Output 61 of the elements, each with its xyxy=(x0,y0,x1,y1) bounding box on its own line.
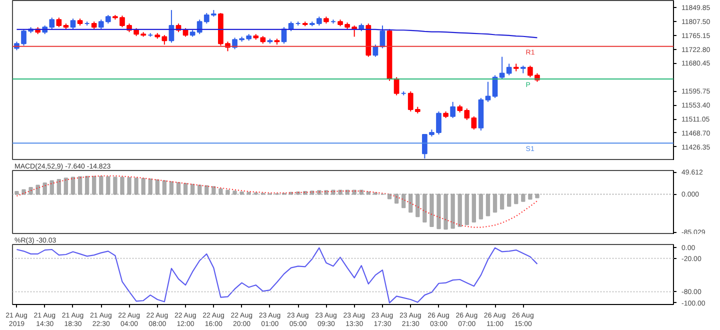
candlestick xyxy=(120,15,125,28)
bar xyxy=(218,188,223,195)
bar xyxy=(113,176,118,195)
candlestick xyxy=(56,17,62,28)
bar xyxy=(535,194,540,198)
bar xyxy=(42,182,47,195)
bar xyxy=(436,194,441,230)
bar xyxy=(141,178,146,195)
bar xyxy=(472,194,476,222)
bar xyxy=(528,194,532,200)
bar xyxy=(478,194,484,220)
bar xyxy=(14,191,19,195)
bar xyxy=(99,176,104,195)
bar xyxy=(394,194,399,204)
candlestick xyxy=(485,81,491,102)
bar xyxy=(50,180,54,195)
bar xyxy=(212,186,216,195)
bar xyxy=(492,194,498,213)
bar xyxy=(64,178,68,195)
candlestick xyxy=(506,63,512,76)
bar xyxy=(148,178,152,195)
candlestick xyxy=(436,110,442,135)
bar xyxy=(162,180,167,195)
bar xyxy=(444,194,448,230)
candlestick xyxy=(492,74,498,98)
bar xyxy=(521,194,526,202)
candlestick xyxy=(49,17,55,30)
bar xyxy=(28,187,33,195)
bar xyxy=(134,178,138,195)
bar xyxy=(514,194,518,204)
candlestick xyxy=(450,101,456,119)
bar xyxy=(120,176,124,195)
bar xyxy=(70,176,76,195)
bar xyxy=(36,184,40,195)
bar xyxy=(450,194,455,229)
bar xyxy=(430,194,434,227)
bar xyxy=(464,194,469,226)
bar xyxy=(56,178,62,195)
bar xyxy=(507,194,512,207)
bar xyxy=(486,194,490,216)
bar xyxy=(155,179,160,195)
bar xyxy=(408,194,413,213)
bar xyxy=(169,181,174,195)
bar xyxy=(92,176,96,195)
bar xyxy=(458,194,462,227)
bar xyxy=(84,176,90,195)
bar xyxy=(401,194,406,208)
bar xyxy=(127,177,132,195)
bar xyxy=(226,190,230,195)
bar xyxy=(500,194,504,210)
candlestick xyxy=(422,134,428,160)
bar xyxy=(422,194,427,222)
bar xyxy=(416,194,420,218)
line-series xyxy=(16,175,538,228)
bar xyxy=(78,176,82,195)
bar xyxy=(176,182,181,195)
line-series xyxy=(16,247,538,304)
bar xyxy=(232,190,237,195)
candlestick xyxy=(70,18,76,30)
bar xyxy=(183,182,188,195)
bar xyxy=(106,176,110,195)
